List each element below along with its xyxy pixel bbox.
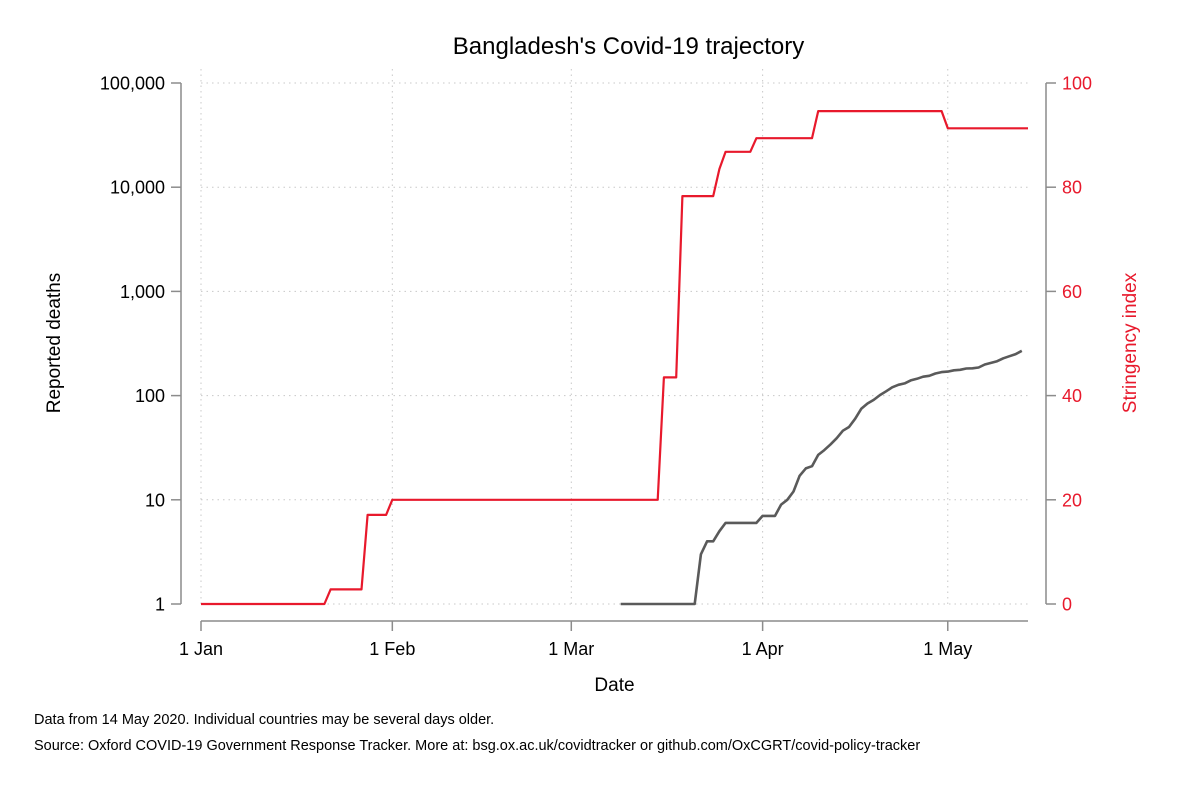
- x-tick-label: 1 Feb: [369, 639, 415, 659]
- left-tick-label: 100,000: [100, 74, 165, 94]
- left-tick-label: 1,000: [120, 282, 165, 302]
- axes: [171, 82, 1056, 631]
- right-tick-label: 80: [1062, 178, 1082, 198]
- stringency-line: [201, 109, 1028, 606]
- deaths-line: [620, 349, 1023, 606]
- right-tick-label: 40: [1062, 386, 1082, 406]
- x-tick-label: 1 Mar: [548, 639, 594, 659]
- left-tick-label: 100: [135, 386, 165, 406]
- grid: [200, 69, 1028, 605]
- right-tick-label: 100: [1062, 74, 1092, 94]
- x-tick-label: 1 Apr: [742, 639, 784, 659]
- right-tick-label: 20: [1062, 490, 1082, 510]
- x-tick-label: 1 May: [923, 639, 972, 659]
- left-axis-title: Reported deaths: [44, 273, 65, 414]
- series-lines: [201, 109, 1028, 606]
- right-tick-label: 0: [1062, 595, 1072, 615]
- left-tick-label: 10,000: [110, 178, 165, 198]
- x-axis-title: Date: [594, 675, 634, 696]
- source-note: Source: Oxford COVID-19 Government Respo…: [34, 738, 921, 754]
- data-note: Data from 14 May 2020. Individual countr…: [34, 712, 495, 728]
- left-tick-label: 1: [155, 595, 165, 615]
- x-tick-label: 1 Jan: [179, 639, 223, 659]
- chart-title: Bangladesh's Covid-19 trajectory: [453, 33, 804, 60]
- left-tick-label: 10: [145, 490, 165, 510]
- right-tick-label: 60: [1062, 282, 1082, 302]
- chart-svg: Bangladesh's Covid-19 trajectory 1 10 100 1,…: [44, 33, 1141, 696]
- right-axis-title: Stringency index: [1120, 272, 1141, 413]
- axis-labels: Bangladesh's Covid-19 trajectory 1 10 100 1,…: [44, 33, 1141, 696]
